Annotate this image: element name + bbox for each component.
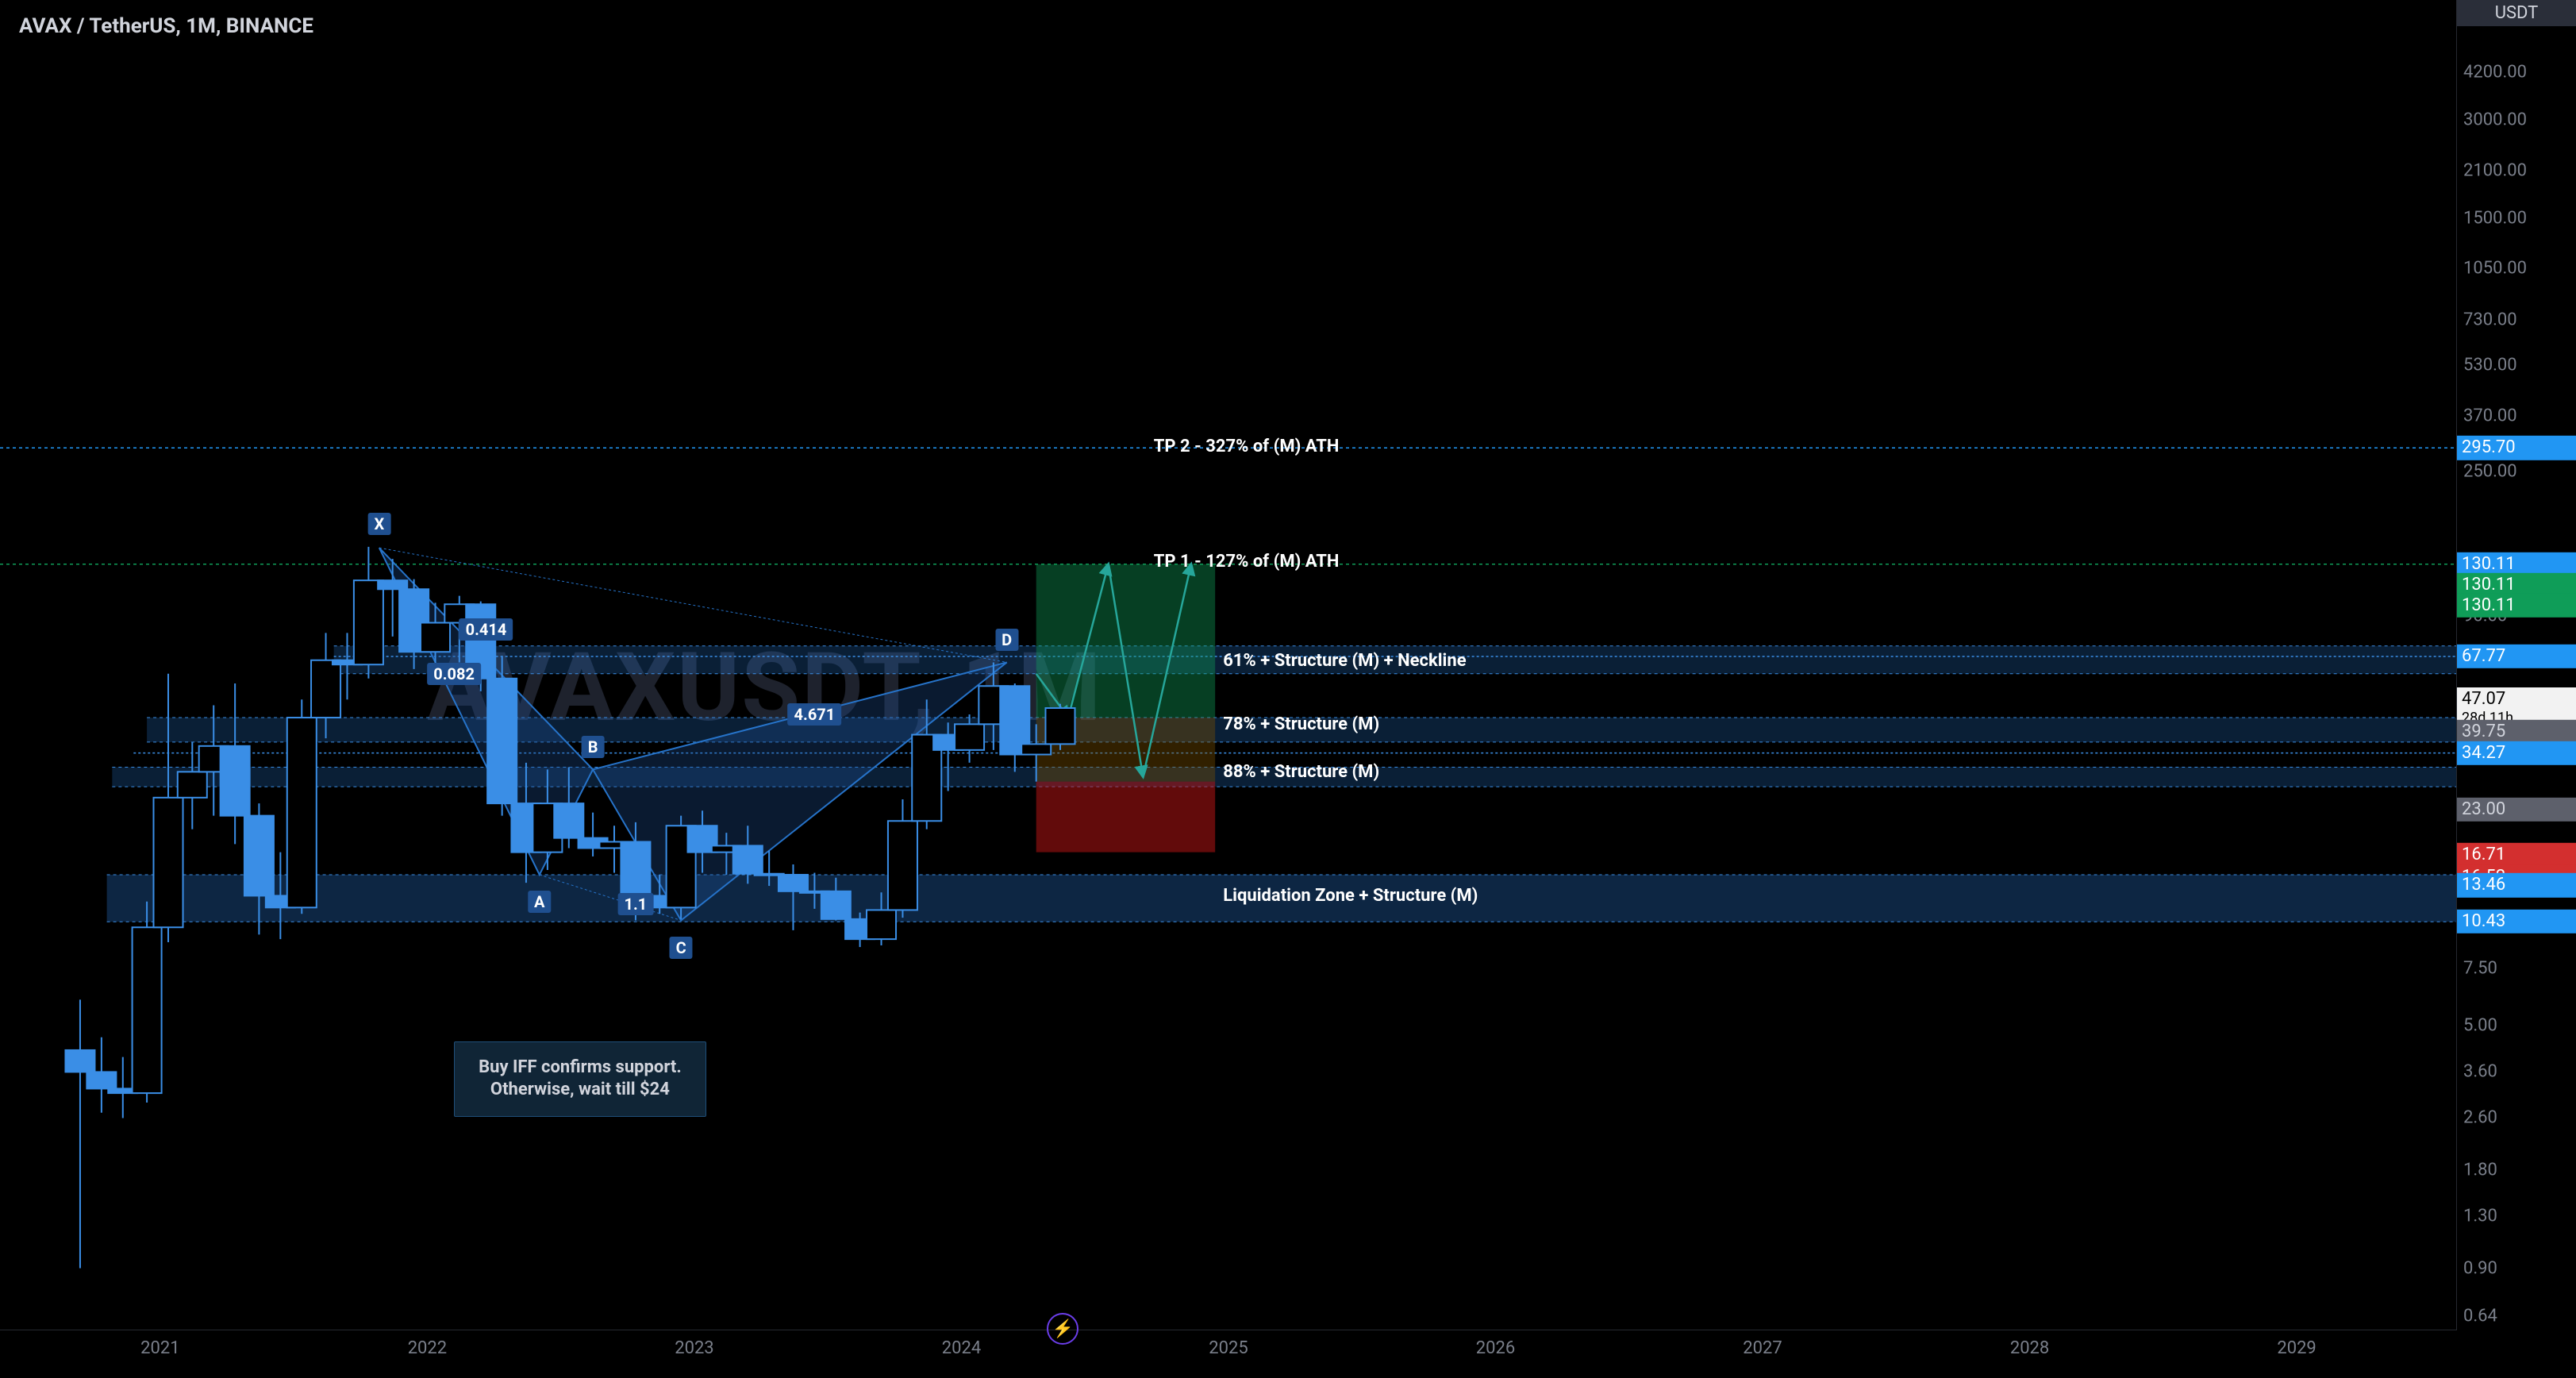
candle-body[interactable] bbox=[87, 1072, 116, 1088]
candle-body[interactable] bbox=[221, 746, 250, 816]
candle-body[interactable] bbox=[888, 821, 917, 910]
candle-body[interactable] bbox=[487, 679, 517, 803]
time-axis[interactable]: 2021 2022 2023 2024 2025 2026 2027 2028 2029 bbox=[0, 1330, 2457, 1378]
xtick-label: 2028 bbox=[2010, 1338, 2049, 1358]
go-to-realtime-icon[interactable]: ⚡ bbox=[1047, 1313, 1078, 1345]
xtick-label: 2029 bbox=[2277, 1338, 2316, 1358]
annotation: TP 1 - 127% of (M) ATH bbox=[1154, 552, 1340, 572]
candle-body[interactable] bbox=[821, 891, 851, 919]
ytick-label: 530.00 bbox=[2463, 356, 2517, 375]
xtick-label: 2025 bbox=[1209, 1338, 1248, 1358]
rr-zone bbox=[1036, 564, 1215, 718]
candle-body[interactable] bbox=[554, 803, 583, 838]
pattern-ratio-label: 4.671 bbox=[788, 703, 842, 726]
annotation: 61% + Structure (M) + Neckline bbox=[1223, 651, 1466, 671]
ytick-label: 0.64 bbox=[2463, 1307, 2497, 1326]
candle-body[interactable] bbox=[733, 845, 763, 873]
price-tag: 295.70 bbox=[2457, 436, 2576, 460]
candle-body[interactable] bbox=[867, 910, 896, 939]
annotation: 88% + Structure (M) bbox=[1223, 762, 1379, 782]
chart-title: AVAX / TetherUS, 1M, BINANCE bbox=[19, 14, 313, 38]
ytick-label: 2100.00 bbox=[2463, 160, 2527, 180]
ytick-label: 1500.00 bbox=[2463, 208, 2527, 228]
price-tag: 130.11 bbox=[2457, 593, 2576, 617]
candle-body[interactable] bbox=[133, 927, 162, 1093]
ytick-label: 4200.00 bbox=[2463, 63, 2527, 83]
ytick-label: 3.60 bbox=[2463, 1062, 2497, 1082]
ytick-label: 250.00 bbox=[2463, 462, 2517, 482]
candle-body[interactable] bbox=[65, 1050, 94, 1072]
pattern-ratio-label: 1.1 bbox=[618, 893, 654, 915]
chart-plot[interactable] bbox=[0, 0, 2576, 1378]
candle-body[interactable] bbox=[378, 580, 407, 589]
candle-body[interactable] bbox=[1045, 708, 1075, 744]
ytick-label: 370.00 bbox=[2463, 406, 2517, 426]
note-box: Buy IFF confirms support.Otherwise, wait… bbox=[454, 1041, 706, 1117]
candle-body[interactable] bbox=[421, 623, 450, 652]
ytick-label: 0.90 bbox=[2463, 1258, 2497, 1278]
candle-body[interactable] bbox=[244, 816, 274, 896]
price-tag: 34.27 bbox=[2457, 741, 2576, 764]
price-tag: 16.71 bbox=[2457, 842, 2576, 866]
candle-body[interactable] bbox=[354, 580, 383, 664]
axis-header: USDT bbox=[2457, 0, 2576, 26]
candle-body[interactable] bbox=[779, 875, 808, 891]
candle-body[interactable] bbox=[1021, 744, 1051, 754]
xtick-label: 2026 bbox=[1476, 1338, 1515, 1358]
annotation: Liquidation Zone + Structure (M) bbox=[1223, 886, 1478, 906]
ytick-label: 1050.00 bbox=[2463, 259, 2527, 279]
pattern-point-label: C bbox=[670, 937, 693, 959]
annotation: TP 2 - 327% of (M) ATH bbox=[1154, 437, 1340, 456]
pattern-ratio-label: 0.082 bbox=[427, 663, 481, 685]
ytick-label: 7.50 bbox=[2463, 958, 2497, 978]
pattern-ratio-label: 0.414 bbox=[459, 618, 513, 641]
ytick-label: 3000.00 bbox=[2463, 110, 2527, 130]
ytick-label: 1.80 bbox=[2463, 1161, 2497, 1180]
ytick-label: 5.00 bbox=[2463, 1015, 2497, 1035]
pattern-point-label: A bbox=[528, 891, 551, 913]
xtick-label: 2021 bbox=[140, 1338, 179, 1358]
xtick-label: 2027 bbox=[1743, 1338, 1782, 1358]
xtick-label: 2022 bbox=[408, 1338, 447, 1358]
pattern-point-label: D bbox=[995, 629, 1018, 651]
price-tag: 67.77 bbox=[2457, 645, 2576, 668]
annotation: 78% + Structure (M) bbox=[1223, 714, 1379, 734]
rr-zone bbox=[1036, 782, 1215, 853]
xtick-label: 2024 bbox=[942, 1338, 981, 1358]
candle-body[interactable] bbox=[178, 772, 207, 798]
xtick-label: 2023 bbox=[675, 1338, 713, 1358]
ytick-label: 2.60 bbox=[2463, 1108, 2497, 1128]
price-tag: 13.46 bbox=[2457, 873, 2576, 897]
candle-body[interactable] bbox=[287, 718, 317, 907]
pattern-point-label: X bbox=[368, 513, 391, 535]
candle-body[interactable] bbox=[154, 798, 183, 927]
ytick-label: 1.30 bbox=[2463, 1207, 2497, 1226]
candle-body[interactable] bbox=[311, 660, 340, 718]
price-tag: 23.00 bbox=[2457, 798, 2576, 822]
candle-body[interactable] bbox=[955, 724, 984, 750]
ytick-label: 730.00 bbox=[2463, 310, 2517, 330]
price-axis[interactable]: USDT 4200.00 3000.00 2100.00 1500.00 1050.00… bbox=[2456, 0, 2576, 1330]
pattern-point-label: B bbox=[582, 736, 605, 758]
price-tag: 10.43 bbox=[2457, 910, 2576, 933]
candle-body[interactable] bbox=[621, 841, 650, 895]
